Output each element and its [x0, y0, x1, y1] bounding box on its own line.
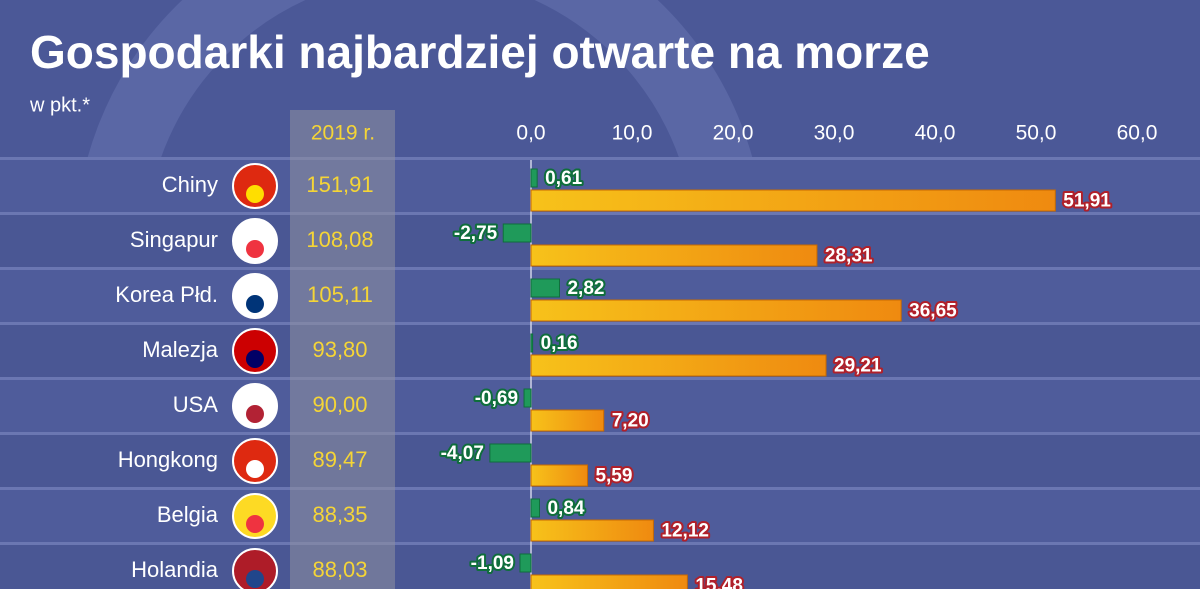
- flag-detail: [246, 570, 264, 588]
- bar: [519, 553, 532, 573]
- column-header: 2019 r.: [311, 122, 375, 145]
- data-label: -2,75: [454, 223, 498, 244]
- data-label: 28,31: [825, 246, 873, 267]
- row-band: [0, 435, 1200, 487]
- column-value: 151,91: [306, 172, 373, 197]
- bar: [530, 189, 1056, 212]
- chart-title: Gospodarki najbardziej otwarte na morze: [30, 26, 930, 78]
- column-value: 105,11: [307, 282, 373, 307]
- category-label: Belgia: [157, 502, 219, 527]
- data-label: 5,59: [595, 466, 632, 487]
- bar: [530, 409, 605, 432]
- category-label: Malezja: [142, 337, 219, 362]
- data-label: 15,48: [695, 576, 743, 589]
- x-tick-label: 60,0: [1117, 122, 1158, 145]
- data-label: -4,07: [441, 443, 484, 464]
- bar: [530, 244, 818, 267]
- data-label: 7,20: [612, 411, 649, 432]
- category-label: Holandia: [131, 557, 219, 582]
- data-label: 36,65: [909, 301, 957, 322]
- data-label: 29,21: [834, 356, 882, 377]
- flag-detail: [246, 515, 264, 533]
- bar: [489, 443, 532, 463]
- flag-detail: [246, 350, 264, 368]
- category-label: USA: [173, 392, 219, 417]
- bar: [530, 354, 827, 377]
- data-label: 0,84: [547, 498, 584, 519]
- data-label: 0,61: [545, 168, 582, 189]
- bar: [523, 388, 532, 408]
- bar: [530, 519, 654, 542]
- column-value: 88,03: [312, 557, 367, 582]
- category-label: Hongkong: [118, 447, 218, 472]
- data-label: -1,09: [471, 553, 514, 574]
- flag-detail: [246, 460, 264, 478]
- column-band: [290, 110, 395, 589]
- data-label: 51,91: [1063, 191, 1111, 212]
- bar: [530, 278, 560, 298]
- bar: [530, 574, 688, 589]
- column-value: 93,80: [312, 337, 367, 362]
- data-label: 0,16: [541, 333, 578, 354]
- category-label: Korea Płd.: [115, 282, 218, 307]
- bar: [502, 223, 532, 243]
- x-tick-label: 0,0: [516, 122, 545, 145]
- x-tick-label: 30,0: [814, 122, 855, 145]
- bar: [530, 299, 902, 322]
- flag-detail: [246, 295, 264, 313]
- x-tick-label: 10,0: [612, 122, 653, 145]
- subtitle: w pkt.*: [29, 94, 90, 116]
- data-label: 2,82: [567, 278, 604, 299]
- x-tick-label: 20,0: [713, 122, 754, 145]
- column-value: 108,08: [306, 227, 373, 252]
- category-label: Singapur: [130, 227, 218, 252]
- data-label: 12,12: [661, 521, 709, 542]
- column-value: 89,47: [312, 447, 367, 472]
- column-value: 88,35: [312, 502, 367, 527]
- bar: [530, 498, 540, 518]
- bar: [530, 168, 538, 188]
- data-label: -0,69: [475, 388, 518, 409]
- bar: [530, 464, 588, 487]
- column-value: 90,00: [312, 392, 367, 417]
- x-tick-label: 40,0: [915, 122, 956, 145]
- flag-detail: [246, 240, 264, 258]
- bar: [530, 333, 534, 353]
- flag: [232, 548, 278, 589]
- flag-detail: [246, 185, 264, 203]
- x-tick-label: 50,0: [1016, 122, 1057, 145]
- category-label: Chiny: [162, 172, 218, 197]
- flag-detail: [246, 405, 264, 423]
